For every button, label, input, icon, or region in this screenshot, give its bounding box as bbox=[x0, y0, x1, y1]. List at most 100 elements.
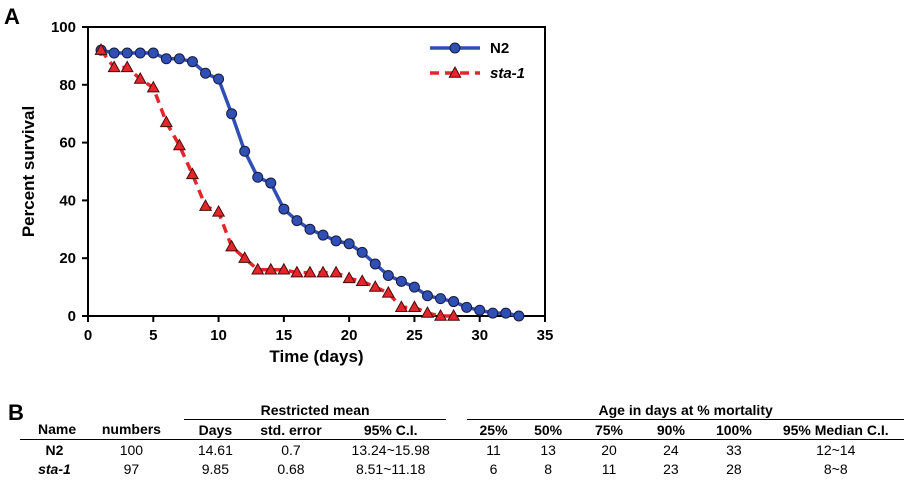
legend-label: sta-1 bbox=[490, 65, 525, 82]
plot-frame bbox=[87, 26, 546, 317]
x-tick-label: 20 bbox=[341, 327, 358, 344]
y-tick-label: 20 bbox=[59, 250, 76, 267]
data-point-n2 bbox=[448, 296, 460, 308]
data-point-n2 bbox=[239, 145, 251, 157]
data-point-sta1 bbox=[420, 306, 435, 318]
row-sta1-75: 11 bbox=[601, 460, 617, 477]
data-point-n2 bbox=[461, 301, 473, 313]
data-point-sta1 bbox=[133, 71, 147, 84]
row-sta1-ci: 8.51~11.18 bbox=[355, 460, 426, 477]
data-point-n2 bbox=[513, 310, 525, 322]
legend-marker-n2 bbox=[449, 42, 461, 54]
row-n2-name: N2 bbox=[45, 441, 64, 458]
data-point-sta1 bbox=[159, 115, 173, 128]
data-point-sta1 bbox=[381, 285, 395, 298]
col-75: 75% bbox=[576, 419, 642, 440]
data-point-sta1 bbox=[316, 265, 330, 278]
data-point-n2 bbox=[108, 47, 120, 59]
x-axis-label: Time (days) bbox=[269, 347, 363, 366]
data-point-n2 bbox=[474, 304, 486, 316]
row-n2-75: 20 bbox=[601, 441, 617, 458]
x-tick-label: 15 bbox=[276, 327, 293, 344]
row-n2-std-error: 0.7 bbox=[281, 441, 301, 458]
y-axis-label: Percent survival bbox=[19, 106, 38, 237]
table-row: sta-1 97 9.85 0.68 8.51~11.18 6 8 11 23 … bbox=[20, 459, 904, 478]
data-point-n2 bbox=[200, 67, 212, 79]
data-point-sta1 bbox=[290, 265, 304, 278]
data-point-sta1 bbox=[94, 43, 108, 55]
row-n2-days: 14.61 bbox=[197, 441, 233, 458]
y-tick-label: 100 bbox=[51, 19, 76, 36]
col-numbers: numbers bbox=[78, 419, 184, 440]
y-tick-label: 80 bbox=[59, 77, 76, 94]
x-tick-label: 10 bbox=[210, 327, 227, 344]
data-point-sta1 bbox=[329, 265, 343, 278]
data-point-n2 bbox=[278, 203, 290, 215]
legend-label: N2 bbox=[490, 40, 509, 57]
col-ci: 95% C.I. bbox=[335, 419, 447, 440]
panel-b-label: B bbox=[8, 400, 24, 425]
row-sta1-100: 28 bbox=[726, 460, 742, 477]
data-point-sta1 bbox=[264, 262, 278, 275]
data-point-sta1 bbox=[342, 271, 356, 284]
data-point-sta1 bbox=[225, 239, 239, 252]
data-point-sta1 bbox=[238, 251, 252, 263]
row-sta1-std-error: 0.68 bbox=[277, 460, 305, 477]
data-point-n2 bbox=[330, 235, 342, 247]
data-point-sta1 bbox=[107, 60, 121, 73]
data-point-sta1 bbox=[277, 262, 291, 275]
data-point-n2 bbox=[317, 229, 329, 241]
row-sta1-90: 23 bbox=[663, 460, 679, 477]
table-row: N2 100 14.61 0.7 13.24~15.98 11 13 20 24… bbox=[20, 440, 904, 460]
data-point-n2 bbox=[134, 47, 146, 59]
y-tick-label: 60 bbox=[59, 135, 76, 152]
data-point-sta1 bbox=[146, 80, 160, 93]
row-sta1-25: 6 bbox=[489, 460, 498, 477]
row-n2-90: 24 bbox=[663, 441, 679, 458]
y-tick-label: 40 bbox=[59, 192, 76, 209]
col-days: Days bbox=[183, 419, 247, 440]
row-n2-25: 11 bbox=[486, 441, 501, 458]
data-point-n2 bbox=[435, 293, 447, 305]
table-header-row: Name numbers Days std. error 95% C.I. 25… bbox=[20, 419, 904, 440]
data-point-n2 bbox=[121, 47, 133, 59]
data-point-n2 bbox=[408, 281, 420, 293]
row-sta1-50: 8 bbox=[544, 460, 552, 477]
data-point-n2 bbox=[173, 53, 185, 65]
data-point-n2 bbox=[160, 53, 172, 65]
data-point-n2 bbox=[500, 307, 512, 319]
data-point-n2 bbox=[382, 270, 394, 282]
series-line-sta1 bbox=[99, 49, 454, 318]
data-point-sta1 bbox=[368, 280, 382, 292]
col-median-ci: 95% Median C.I. bbox=[767, 419, 904, 440]
data-point-sta1 bbox=[251, 262, 265, 275]
data-point-n2 bbox=[487, 307, 499, 319]
panel-a-label: A bbox=[4, 4, 20, 29]
data-point-sta1 bbox=[185, 167, 200, 180]
chart-axes: 0 5 10 15 20 25 30 35 0 20 40 60 80 100 Time (days) Per… bbox=[19, 19, 553, 366]
col-90: 90% bbox=[641, 419, 701, 440]
group-age-mortality: Age in days at % mortality bbox=[467, 400, 904, 420]
col-name: Name bbox=[20, 419, 79, 440]
data-point-n2 bbox=[265, 177, 277, 189]
data-point-sta1 bbox=[394, 300, 408, 313]
data-point-sta1 bbox=[447, 308, 461, 321]
row-n2-50: 13 bbox=[540, 441, 556, 458]
x-tick-label: 25 bbox=[406, 327, 423, 344]
y-tick-label: 0 bbox=[68, 308, 76, 325]
lifespan-stats-table: Restricted mean Age in days at % mortali… bbox=[20, 400, 904, 478]
col-100: 100% bbox=[700, 419, 768, 440]
data-point-sta1 bbox=[407, 300, 421, 313]
row-n2-median-ci: 12~14 bbox=[816, 441, 856, 458]
data-point-n2 bbox=[213, 73, 225, 85]
row-n2-ci: 13.24~15.98 bbox=[351, 441, 430, 458]
group-restricted-mean: Restricted mean bbox=[183, 400, 447, 420]
data-point-sta1 bbox=[433, 308, 448, 321]
data-point-n2 bbox=[252, 171, 264, 183]
x-tick-label: 30 bbox=[471, 327, 488, 344]
chart-series bbox=[94, 43, 525, 322]
x-tick-label: 5 bbox=[149, 327, 157, 344]
survival-chart: 0 5 10 15 20 25 30 35 0 20 40 60 80 100 Time (days) Per… bbox=[19, 19, 553, 366]
x-tick-label: 35 bbox=[537, 327, 554, 344]
legend-marker-sta1 bbox=[448, 65, 462, 78]
